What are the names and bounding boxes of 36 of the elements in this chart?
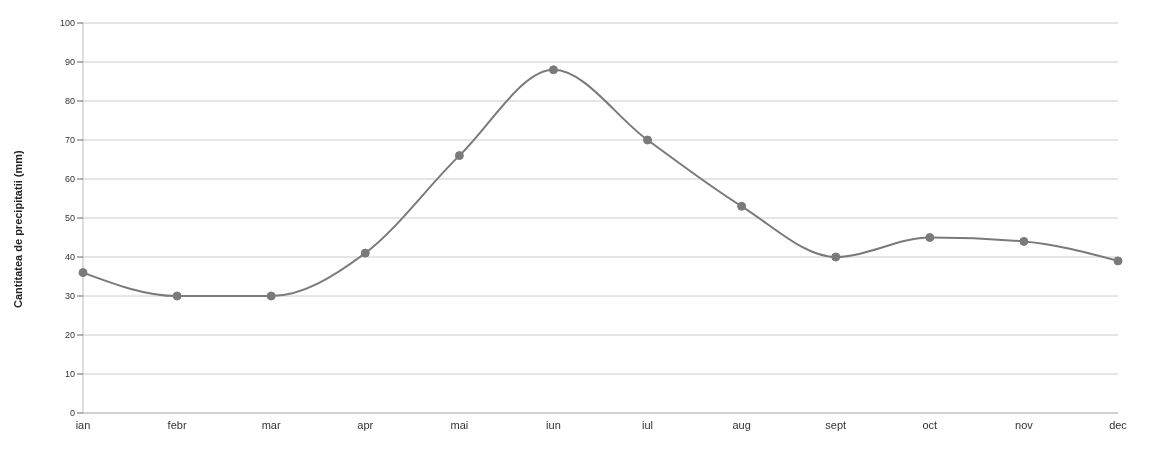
point xyxy=(266,291,276,301)
y-tick-label: 80 xyxy=(64,96,75,107)
point xyxy=(172,291,182,301)
point xyxy=(1019,236,1029,246)
y-tick-label: 20 xyxy=(64,330,75,341)
y-tick-label: 10 xyxy=(64,369,75,380)
x-tick-label: sept xyxy=(825,418,847,431)
x-tick-label: apr xyxy=(357,418,374,431)
x-tick-label: aug xyxy=(732,418,751,431)
x-tick-label: mai xyxy=(450,418,469,431)
point xyxy=(360,248,370,258)
point xyxy=(925,233,935,242)
y-tick-label: 60 xyxy=(64,174,75,185)
point xyxy=(548,65,558,75)
point xyxy=(454,151,464,161)
x-tick-label: iun xyxy=(546,418,561,431)
x-tick-label: oct xyxy=(922,418,938,431)
point xyxy=(78,268,88,278)
point xyxy=(643,135,653,145)
y-tick-label: 70 xyxy=(64,135,75,146)
y-tick-label: 0 xyxy=(69,408,75,419)
x-tick-label: dec xyxy=(1109,418,1128,431)
y-tick-label: 100 xyxy=(59,18,75,29)
y-tick-label: 90 xyxy=(64,57,75,68)
x-tick-label: mar xyxy=(261,418,281,431)
y-tick-label: 40 xyxy=(64,252,75,263)
point xyxy=(1113,256,1123,266)
point xyxy=(831,252,841,262)
y-tick-label: 50 xyxy=(64,213,75,224)
x-tick-label: nov xyxy=(1015,418,1034,431)
x-tick-label: iul xyxy=(642,418,654,431)
x-tick-label: ian xyxy=(75,418,91,431)
y-tick-label: 30 xyxy=(64,291,75,302)
y-axis-title: Cantitatea de precipitatii (mm) xyxy=(11,149,24,308)
x-tick-label: febr xyxy=(167,418,187,431)
point xyxy=(737,201,747,211)
